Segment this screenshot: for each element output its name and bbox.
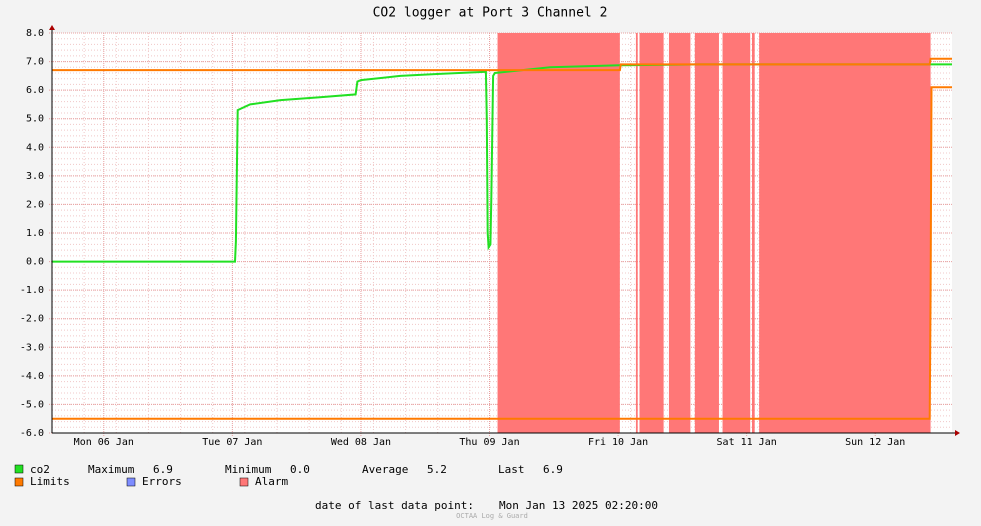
y-tick-label: 3.0 bbox=[26, 171, 44, 182]
y-tick-label: 5.0 bbox=[26, 114, 44, 125]
legend: co2 Maximum 6.9 Minimum 0.0 Average 5.2 … bbox=[14, 463, 563, 488]
x-tick-label: Sat 11 Jan bbox=[717, 437, 777, 448]
y-tick-label: 0.0 bbox=[26, 257, 44, 268]
legend-swatch bbox=[14, 464, 24, 474]
x-tick-label: Fri 10 Jan bbox=[588, 437, 648, 448]
alarm-period bbox=[694, 33, 719, 433]
alarm-period bbox=[497, 33, 620, 433]
legend-stat: 5.2 bbox=[427, 463, 447, 476]
alarm-period bbox=[668, 33, 691, 433]
watermark: OCTAA Log & Guard bbox=[456, 512, 528, 520]
y-tick-label: 1.0 bbox=[26, 228, 44, 239]
legend-stat: 6.9 bbox=[153, 463, 173, 476]
alarm-period bbox=[639, 33, 664, 433]
legend-label: Alarm bbox=[255, 475, 288, 488]
data-line bbox=[52, 63, 952, 263]
x-tick-label: Thu 09 Jan bbox=[459, 437, 519, 448]
y-tick-label: 4.0 bbox=[26, 142, 44, 153]
legend-stat: Last bbox=[498, 463, 525, 476]
y-tick-label: 7.0 bbox=[26, 57, 44, 68]
legend-swatch bbox=[239, 477, 249, 487]
x-tick-label: Wed 08 Jan bbox=[331, 437, 391, 448]
y-tick-label: -5.0 bbox=[20, 399, 44, 410]
footer-label: date of last data point: bbox=[315, 499, 474, 512]
chart-title: CO2 logger at Port 3 Channel 2 bbox=[373, 6, 608, 21]
x-tick-label: Mon 06 Jan bbox=[74, 437, 134, 448]
alarm-period bbox=[752, 33, 755, 433]
x-tick-label: Sun 12 Jan bbox=[845, 437, 905, 448]
x-tick-label: Tue 07 Jan bbox=[202, 437, 262, 448]
legend-swatch bbox=[126, 477, 136, 487]
legend-label: Errors bbox=[142, 475, 182, 488]
alarm-period bbox=[722, 33, 751, 433]
legend-stat: Minimum bbox=[225, 463, 272, 476]
legend-stat: 0.0 bbox=[290, 463, 310, 476]
legend-stat: Maximum bbox=[88, 463, 135, 476]
y-tick-label: 6.0 bbox=[26, 85, 44, 96]
y-tick-label: -6.0 bbox=[20, 428, 44, 439]
y-tick-label: -3.0 bbox=[20, 342, 44, 353]
legend-label: co2 bbox=[30, 463, 50, 476]
footer-date: Mon Jan 13 2025 02:20:00 bbox=[499, 499, 658, 512]
legend-label: Limits bbox=[30, 475, 70, 488]
legend-stat: Average bbox=[362, 463, 408, 476]
y-tick-label: 8.0 bbox=[26, 28, 44, 39]
alarm-period bbox=[759, 33, 931, 433]
y-tick-label: -2.0 bbox=[20, 314, 44, 325]
y-tick-label: -4.0 bbox=[20, 371, 44, 382]
x-arrow bbox=[955, 430, 960, 436]
y-tick-label: 2.0 bbox=[26, 199, 44, 210]
legend-swatch bbox=[14, 477, 24, 487]
alarm-period bbox=[635, 33, 638, 433]
limit-line bbox=[52, 57, 952, 72]
y-tick-label: -1.0 bbox=[20, 285, 44, 296]
y-arrow bbox=[49, 25, 55, 30]
limit-line bbox=[52, 86, 952, 420]
legend-stat: 6.9 bbox=[543, 463, 563, 476]
marks bbox=[52, 33, 952, 433]
axes bbox=[49, 25, 960, 436]
